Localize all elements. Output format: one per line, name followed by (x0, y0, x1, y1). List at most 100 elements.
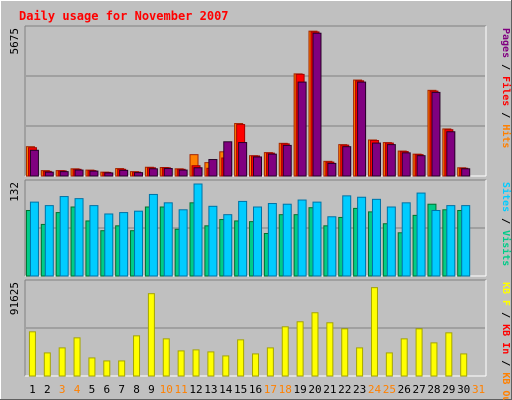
bar-pages-day-14 (223, 141, 233, 177)
x-tick-label-day-22: 22 (338, 383, 351, 396)
bar-pages-day-18 (282, 144, 292, 177)
x-tick-label-day-9: 9 (148, 383, 155, 396)
bar-kb-f-day-24 (370, 287, 378, 377)
bar-sites-day-11 (178, 209, 188, 277)
bar-sites-day-8 (134, 210, 144, 277)
bar-sites-day-2 (44, 205, 54, 277)
bar-sites-day-4 (74, 198, 84, 277)
panel-hits-files-pages: 5675 Pages / Files / Hits (8, 25, 512, 177)
y-max-label: 91625 (8, 282, 21, 315)
bar-sites-day-24 (371, 198, 381, 277)
bar-sites-day-13 (208, 205, 218, 277)
bar-pages-day-24 (371, 142, 381, 177)
bar-pages-day-25 (386, 144, 396, 177)
bar-kb-f-day-23 (356, 347, 364, 377)
x-tick-label-day-23: 23 (353, 383, 366, 396)
bar-kb-f-day-16 (252, 353, 259, 377)
bar-sites-day-12 (193, 183, 203, 277)
bar-pages-day-21 (327, 162, 337, 177)
panel-visits-sites: 132 Sites / Visits (8, 179, 512, 277)
x-tick-label-day-21: 21 (323, 383, 336, 396)
bar-kb-f-day-18 (281, 326, 289, 377)
bar-kb-f-day-27 (415, 328, 423, 377)
y-max-label: 5675 (8, 28, 21, 55)
x-tick-label-day-3: 3 (59, 383, 66, 396)
plot-area (25, 26, 486, 176)
bar-sites-day-22 (342, 195, 352, 277)
x-tick-label-day-7: 7 (118, 383, 125, 396)
bar-kb-f-day-29 (445, 332, 453, 377)
bar-kb-f-day-30 (460, 353, 468, 377)
bar-sites-day-29 (446, 205, 456, 277)
bar-kb-f-day-3 (58, 347, 66, 377)
bar-pages-day-23 (357, 81, 367, 177)
bar-kb-f-day-4 (73, 337, 81, 377)
bar-kb-f-day-5 (88, 357, 96, 377)
x-tick-label-day-15: 15 (234, 383, 247, 396)
bar-pages-day-17 (267, 153, 277, 177)
bar-pages-day-28 (431, 91, 441, 177)
x-tick-label-day-13: 13 (204, 383, 217, 396)
bar-sites-day-23 (357, 196, 367, 277)
x-tick-label-day-2: 2 (44, 383, 51, 396)
x-tick-label-day-29: 29 (442, 383, 455, 396)
bar-pages-day-10 (163, 168, 173, 177)
bar-sites-day-30 (461, 205, 471, 277)
bar-sites-day-9 (148, 193, 158, 277)
x-tick-label-day-4: 4 (74, 383, 81, 396)
x-tick-label-day-8: 8 (133, 383, 140, 396)
bar-sites-day-1 (29, 201, 39, 277)
x-tick-label-day-10: 10 (160, 383, 173, 396)
bar-sites-day-6 (104, 213, 114, 277)
bar-kb-f-day-22 (341, 328, 349, 377)
bar-pages-day-19 (297, 81, 307, 177)
bar-pages-day-2 (44, 171, 54, 177)
bar-pages-day-20 (312, 32, 322, 177)
bar-sites-day-21 (327, 216, 337, 277)
bar-kb-f-day-1 (28, 331, 36, 377)
bar-kb-f-day-7 (118, 360, 126, 377)
bar-pages-day-13 (208, 159, 218, 177)
bar-kb-f-day-2 (43, 352, 51, 377)
bar-sites-day-14 (223, 214, 233, 277)
series-side-label: Pages / Files / Hits (500, 28, 512, 148)
bar-sites-day-7 (119, 212, 129, 277)
bar-kb-f-day-28 (430, 342, 438, 377)
x-tick-label-day-16: 16 (249, 383, 262, 396)
bar-sites-day-18 (282, 203, 292, 277)
bar-sites-day-19 (297, 199, 307, 277)
bar-pages-day-1 (29, 149, 39, 177)
bar-kb-f-day-8 (133, 335, 141, 377)
bar-pages-day-15 (238, 142, 248, 177)
x-tick-label-day-18: 18 (279, 383, 292, 396)
x-tick-label-day-31: 31 (472, 383, 485, 396)
x-tick-label-day-24: 24 (368, 383, 382, 396)
bar-sites-day-17 (267, 203, 277, 277)
bar-pages-day-5 (89, 170, 99, 177)
series-side-label: Sites / Visits (500, 182, 512, 266)
x-axis-day-labels: 1 2 3 4 5 6 7 8 9 10 11 12 13 14 15 16 17 18 19 20 21 22 23 24 2… (29, 383, 485, 396)
bar-pages-day-6 (104, 172, 114, 177)
bar-kb-f-day-11 (177, 350, 185, 377)
bar-kb-f-day-12 (192, 349, 200, 377)
y-max-label: 132 (8, 182, 21, 202)
bar-sites-day-20 (312, 201, 322, 277)
bar-kb-f-day-26 (400, 338, 408, 377)
x-tick-label-day-1: 1 (29, 383, 36, 396)
x-tick-label-day-20: 20 (308, 383, 321, 396)
bar-pages-day-16 (253, 156, 262, 177)
bar-pages-day-8 (134, 172, 144, 177)
x-tick-label-day-26: 26 (398, 383, 411, 396)
bar-pages-day-29 (446, 131, 456, 177)
x-tick-label-day-12: 12 (189, 383, 202, 396)
bar-pages-day-7 (119, 169, 129, 177)
panel-kbytes: 91625 KB F / KB In / KB Out (8, 279, 511, 400)
x-tick-label-day-17: 17 (264, 383, 277, 396)
x-tick-label-day-5: 5 (89, 383, 96, 396)
series-side-label: KB F / KB In / KB Out (500, 282, 511, 400)
bar-kb-f-day-25 (385, 352, 393, 377)
bar-kb-f-day-21 (326, 322, 334, 377)
bar-kb-f-day-19 (296, 321, 304, 377)
x-tick-label-day-25: 25 (383, 383, 396, 396)
